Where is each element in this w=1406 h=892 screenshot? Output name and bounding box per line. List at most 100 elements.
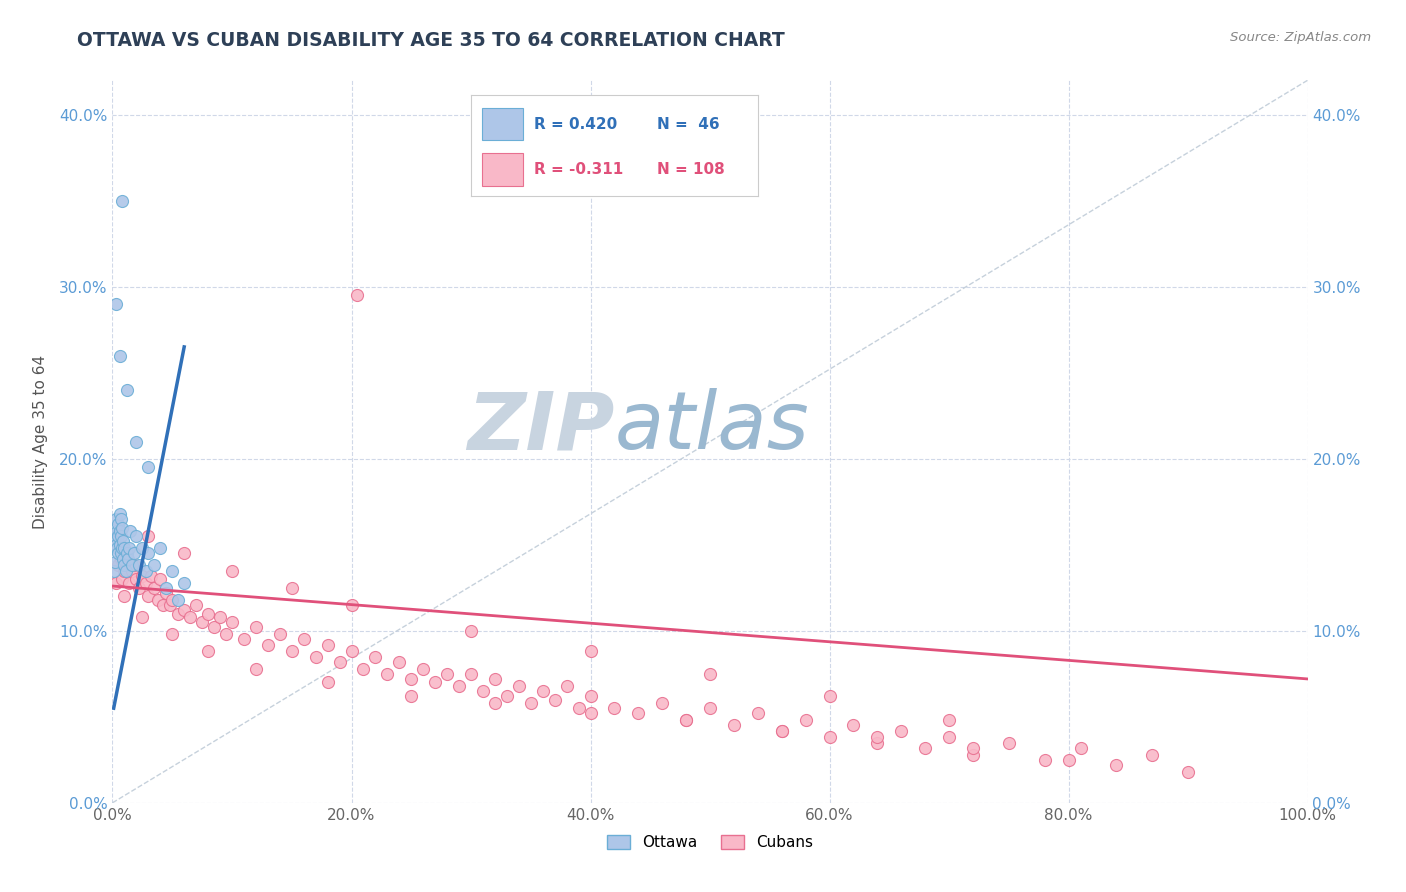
Point xyxy=(962,747,984,762)
Point xyxy=(543,692,565,706)
Point xyxy=(723,718,745,732)
Point xyxy=(128,558,150,573)
Point xyxy=(107,546,129,560)
Point xyxy=(143,558,166,573)
Point xyxy=(138,546,160,560)
Point xyxy=(111,520,134,534)
Point xyxy=(305,649,328,664)
Point xyxy=(105,512,128,526)
Point xyxy=(131,568,153,582)
Text: ZIP: ZIP xyxy=(467,388,614,467)
Point xyxy=(103,564,125,578)
Point xyxy=(998,735,1021,749)
Point xyxy=(364,649,387,664)
Point xyxy=(125,572,148,586)
Point xyxy=(292,632,315,647)
Point xyxy=(108,507,131,521)
Point xyxy=(111,572,134,586)
Point xyxy=(173,575,195,590)
Point xyxy=(114,564,135,578)
Point xyxy=(108,538,131,552)
Point xyxy=(340,644,363,658)
Point xyxy=(215,627,238,641)
Point xyxy=(699,666,721,681)
Point xyxy=(121,564,143,578)
Point xyxy=(842,718,865,732)
Point xyxy=(245,620,267,634)
Point xyxy=(131,610,153,624)
Point xyxy=(221,615,243,630)
Point xyxy=(108,524,131,538)
Legend: Ottawa, Cubans: Ottawa, Cubans xyxy=(602,830,818,856)
Point xyxy=(162,592,183,607)
Point xyxy=(675,713,697,727)
Point xyxy=(1105,758,1128,772)
Point xyxy=(122,546,145,560)
Point xyxy=(197,644,219,658)
Point xyxy=(579,689,602,703)
Point xyxy=(105,575,128,590)
Point xyxy=(555,679,578,693)
Point xyxy=(1142,747,1164,762)
Point xyxy=(329,655,352,669)
Point xyxy=(143,581,166,595)
Point xyxy=(110,529,132,543)
Point xyxy=(135,564,157,578)
Point xyxy=(146,592,169,607)
Point xyxy=(603,701,626,715)
Point xyxy=(221,564,243,578)
Point xyxy=(138,529,160,543)
Point xyxy=(179,610,201,624)
Point xyxy=(579,644,602,658)
Point xyxy=(818,689,841,703)
Point xyxy=(131,541,153,556)
Point xyxy=(111,194,134,208)
Point xyxy=(155,581,177,595)
Point xyxy=(149,541,172,556)
Point xyxy=(121,558,143,573)
Point xyxy=(770,723,793,738)
Point xyxy=(568,701,591,715)
Point xyxy=(269,627,291,641)
Point xyxy=(115,383,138,397)
Point xyxy=(167,592,190,607)
Point xyxy=(122,558,145,573)
Point xyxy=(155,586,177,600)
Point xyxy=(152,598,174,612)
Point xyxy=(197,607,219,621)
Point xyxy=(508,679,530,693)
Point xyxy=(105,524,128,538)
Point xyxy=(110,512,132,526)
Point xyxy=(412,662,434,676)
Text: OTTAWA VS CUBAN DISABILITY AGE 35 TO 64 CORRELATION CHART: OTTAWA VS CUBAN DISABILITY AGE 35 TO 64 … xyxy=(77,31,785,50)
Point xyxy=(496,689,519,703)
Point xyxy=(120,524,142,538)
Point xyxy=(135,575,157,590)
Point xyxy=(472,684,495,698)
Point xyxy=(346,288,368,302)
Point xyxy=(128,581,150,595)
Point xyxy=(675,713,697,727)
Point xyxy=(149,572,172,586)
Point xyxy=(484,672,506,686)
Point xyxy=(579,706,602,721)
Point xyxy=(281,581,304,595)
Point xyxy=(699,701,721,715)
Point xyxy=(890,723,912,738)
Point xyxy=(138,460,160,475)
Point xyxy=(138,590,160,604)
Point xyxy=(401,689,423,703)
Text: Source: ZipAtlas.com: Source: ZipAtlas.com xyxy=(1230,31,1371,45)
Point xyxy=(108,349,131,363)
Point xyxy=(118,541,141,556)
Point xyxy=(118,575,141,590)
Point xyxy=(105,538,128,552)
Point xyxy=(104,529,127,543)
Point xyxy=(162,627,183,641)
Point xyxy=(520,696,543,710)
Point xyxy=(651,696,673,710)
Point xyxy=(352,662,374,676)
Point xyxy=(114,590,135,604)
Point xyxy=(257,638,280,652)
Point xyxy=(1033,753,1056,767)
